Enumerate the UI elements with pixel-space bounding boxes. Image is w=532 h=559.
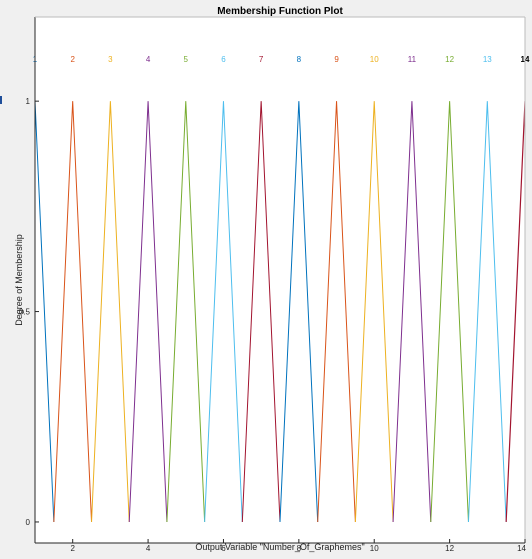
mf-label-5: 5 bbox=[184, 55, 189, 64]
mf-line-6[interactable] bbox=[204, 101, 243, 522]
mf-line-11[interactable] bbox=[392, 101, 432, 522]
x-axis-label: Output Variable "Number_Of_Graphemes" bbox=[195, 542, 364, 552]
x-tick-label-12: 12 bbox=[445, 544, 454, 553]
y-tick-label-0: 0 bbox=[26, 518, 31, 527]
mf-label-11: 11 bbox=[408, 55, 417, 64]
mf-label-7: 7 bbox=[259, 55, 264, 64]
mf-line-13[interactable] bbox=[467, 101, 507, 522]
mf-line-3[interactable] bbox=[91, 101, 130, 522]
mf-line-14[interactable] bbox=[505, 101, 532, 522]
y-tick-label-0.5: 0.5 bbox=[19, 308, 31, 317]
mf-label-13: 13 bbox=[483, 55, 492, 64]
mf-line-1[interactable] bbox=[16, 101, 55, 522]
mf-label-9: 9 bbox=[334, 55, 339, 64]
mf-label-8: 8 bbox=[297, 55, 302, 64]
x-tick-label-10: 10 bbox=[370, 544, 379, 553]
window-edge-marker bbox=[0, 96, 2, 104]
mf-line-2[interactable] bbox=[53, 101, 93, 522]
mf-label-2: 2 bbox=[70, 55, 75, 64]
x-tick-label-4: 4 bbox=[146, 544, 151, 553]
mf-line-4[interactable] bbox=[128, 101, 168, 522]
mf-label-3: 3 bbox=[108, 55, 113, 64]
mf-line-7[interactable] bbox=[241, 101, 281, 522]
y-tick-label-1: 1 bbox=[26, 97, 31, 106]
mf-label-6: 6 bbox=[221, 55, 226, 64]
mf-label-12: 12 bbox=[445, 55, 454, 64]
plot-area[interactable] bbox=[35, 17, 525, 543]
x-tick-label-8: 8 bbox=[297, 544, 302, 553]
mf-label-4: 4 bbox=[146, 55, 151, 64]
mf-line-10[interactable] bbox=[354, 101, 394, 522]
mf-line-8[interactable] bbox=[279, 101, 319, 522]
x-tick-label-14: 14 bbox=[517, 544, 526, 553]
mf-label-10: 10 bbox=[370, 55, 379, 64]
chart-title: Membership Function Plot bbox=[217, 6, 343, 17]
x-tick-label-6: 6 bbox=[221, 544, 226, 553]
mf-line-5[interactable] bbox=[166, 101, 206, 522]
x-tick-label-2: 2 bbox=[70, 544, 75, 553]
mf-line-9[interactable] bbox=[317, 101, 356, 522]
series-layer bbox=[16, 101, 532, 522]
mf-line-12[interactable] bbox=[430, 101, 469, 522]
y-axis-label: Degree of Membership bbox=[14, 234, 24, 326]
axis-layer: 2 4 6 8 10 12 14 0 0.5 1 bbox=[19, 16, 527, 553]
